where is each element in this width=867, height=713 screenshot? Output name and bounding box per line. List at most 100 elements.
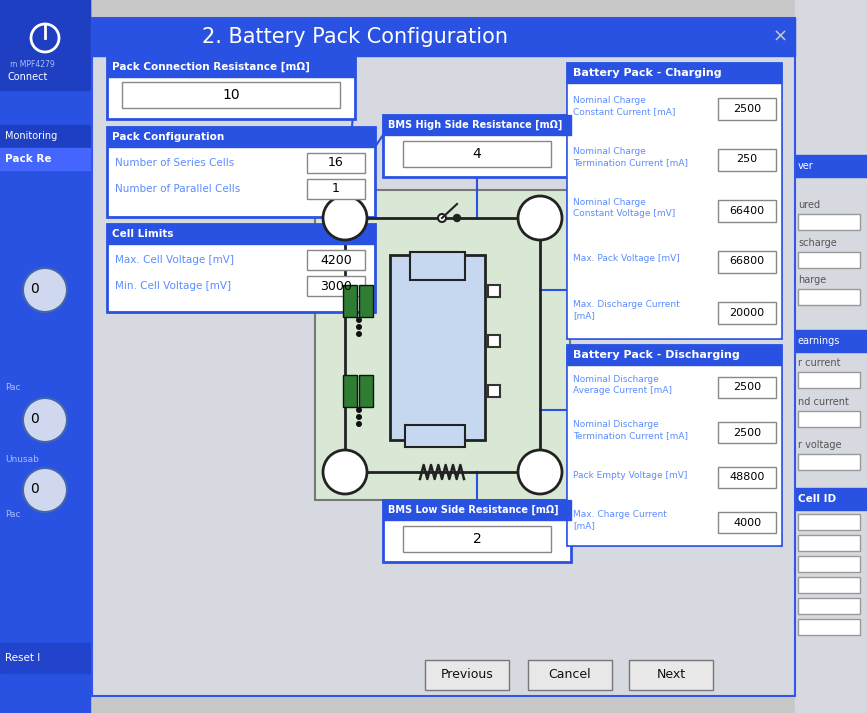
Bar: [405, 425, 465, 447]
Bar: [798, 514, 860, 530]
Text: 4000: 4000: [733, 518, 761, 528]
Bar: [403, 141, 551, 167]
Bar: [383, 115, 571, 135]
Text: Cell ID: Cell ID: [798, 494, 836, 504]
Bar: [798, 252, 860, 268]
Circle shape: [518, 450, 562, 494]
Bar: [359, 285, 373, 317]
Bar: [107, 57, 355, 119]
Text: 48800: 48800: [729, 473, 765, 483]
Bar: [343, 285, 357, 317]
Bar: [718, 376, 776, 399]
Text: 4200: 4200: [320, 254, 352, 267]
Bar: [798, 411, 860, 427]
Bar: [107, 224, 375, 312]
Circle shape: [23, 268, 67, 312]
Circle shape: [453, 215, 460, 222]
Text: Min. Cell Voltage [mV]: Min. Cell Voltage [mV]: [115, 281, 231, 291]
Circle shape: [356, 414, 362, 420]
Text: Nominal Discharge
Average Current [mA]: Nominal Discharge Average Current [mA]: [573, 375, 672, 395]
Circle shape: [518, 196, 562, 240]
Text: Previous: Previous: [440, 669, 493, 682]
Text: Monitoring: Monitoring: [5, 131, 57, 141]
Bar: [798, 619, 860, 635]
Text: 66800: 66800: [729, 257, 765, 267]
Text: 10: 10: [222, 88, 240, 102]
Text: m MPF4279: m MPF4279: [10, 60, 55, 69]
Text: 16: 16: [328, 156, 344, 170]
Bar: [798, 289, 860, 305]
Text: Pack Connection Resistance [mΩ]: Pack Connection Resistance [mΩ]: [112, 62, 310, 72]
Bar: [92, 18, 795, 56]
Bar: [92, 18, 795, 696]
Circle shape: [356, 317, 362, 323]
Text: Next: Next: [656, 669, 686, 682]
Bar: [798, 372, 860, 388]
Circle shape: [356, 324, 362, 330]
Bar: [107, 127, 375, 147]
Text: Nominal Charge
Constant Current [mA]: Nominal Charge Constant Current [mA]: [573, 96, 675, 116]
Bar: [0, 125, 90, 147]
Bar: [0, 643, 90, 673]
Bar: [383, 500, 571, 562]
Bar: [718, 421, 776, 443]
Text: ver: ver: [798, 161, 814, 171]
Text: 2500: 2500: [733, 103, 761, 113]
Text: 4: 4: [473, 147, 481, 161]
Text: Max. Cell Voltage [mV]: Max. Cell Voltage [mV]: [115, 255, 234, 265]
Bar: [425, 660, 509, 690]
Text: earnings: earnings: [798, 336, 840, 346]
Text: Pack Re: Pack Re: [5, 154, 51, 164]
Text: 2500: 2500: [733, 428, 761, 438]
Bar: [798, 556, 860, 572]
Text: Max. Discharge Current
[mA]: Max. Discharge Current [mA]: [573, 300, 680, 320]
Bar: [383, 500, 571, 520]
Bar: [798, 535, 860, 551]
Bar: [568, 365, 780, 544]
Text: Max. Charge Current
[mA]: Max. Charge Current [mA]: [573, 511, 667, 530]
Text: 250: 250: [736, 155, 758, 165]
Bar: [307, 276, 365, 296]
Text: nd current: nd current: [798, 397, 849, 407]
Bar: [410, 252, 465, 280]
Bar: [567, 345, 781, 545]
Text: Pac: Pac: [5, 510, 21, 519]
Bar: [343, 375, 357, 407]
Text: ×: ×: [772, 28, 787, 46]
Bar: [0, 148, 90, 170]
Bar: [107, 57, 355, 77]
Bar: [107, 224, 375, 244]
Text: Pack Configuration: Pack Configuration: [112, 132, 225, 142]
Bar: [122, 82, 340, 108]
Bar: [798, 214, 860, 230]
Text: Nominal Discharge
Termination Current [mA]: Nominal Discharge Termination Current [m…: [573, 420, 688, 441]
Circle shape: [356, 421, 362, 427]
Bar: [718, 467, 776, 488]
Circle shape: [23, 468, 67, 512]
Text: Pac: Pac: [5, 383, 21, 392]
Text: BMS Low Side Resistance [mΩ]: BMS Low Side Resistance [mΩ]: [388, 505, 558, 515]
Bar: [795, 330, 867, 352]
Bar: [795, 488, 867, 510]
Text: 66400: 66400: [729, 205, 765, 215]
Bar: [383, 115, 571, 177]
Text: 2: 2: [473, 532, 481, 546]
Bar: [315, 190, 570, 500]
Circle shape: [323, 196, 367, 240]
Text: Cell Limits: Cell Limits: [112, 229, 173, 239]
Bar: [718, 302, 776, 324]
Text: Unusab: Unusab: [5, 455, 39, 464]
Bar: [718, 200, 776, 222]
Text: Number of Parallel Cells: Number of Parallel Cells: [115, 184, 240, 194]
Text: Number of Series Cells: Number of Series Cells: [115, 158, 234, 168]
Text: BMS High Side Resistance [mΩ]: BMS High Side Resistance [mΩ]: [388, 120, 563, 130]
Text: 1: 1: [332, 183, 340, 195]
Text: 0: 0: [30, 482, 39, 496]
Bar: [0, 0, 90, 713]
Text: 0: 0: [30, 282, 39, 296]
Bar: [488, 285, 500, 297]
Circle shape: [323, 450, 367, 494]
Circle shape: [356, 407, 362, 413]
Bar: [718, 98, 776, 120]
Text: 2500: 2500: [733, 382, 761, 392]
